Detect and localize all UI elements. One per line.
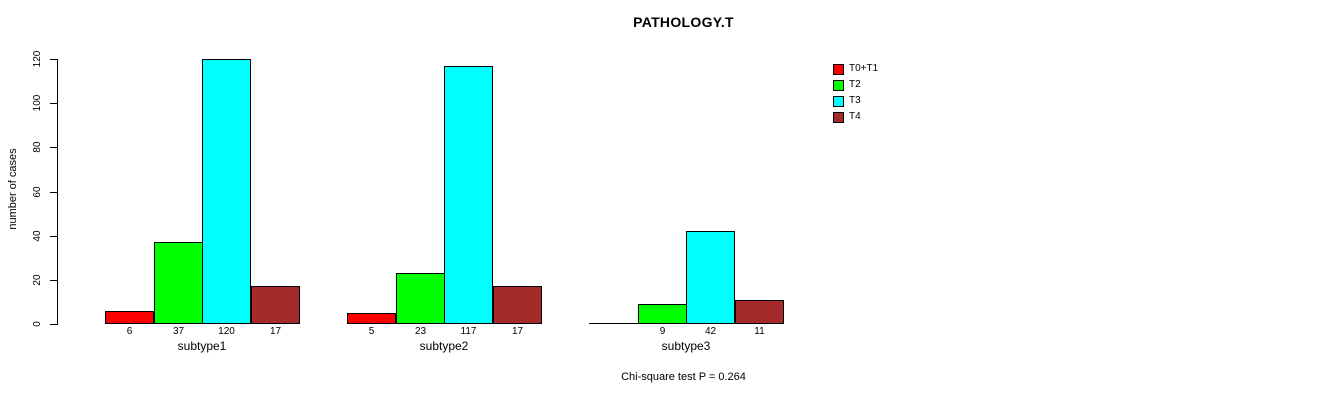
bar-value-label: 6: [126, 326, 133, 337]
bar-value-label: 11: [754, 326, 765, 337]
bar-value-label: 17: [269, 326, 282, 337]
bar-value-label: 37: [172, 326, 185, 337]
bar-value-label: 23: [414, 326, 427, 337]
bar: [444, 66, 493, 324]
bar: [396, 273, 445, 324]
bar: [347, 313, 396, 324]
y-axis-label: number of cases: [7, 148, 19, 230]
bar-value-label: 17: [511, 326, 524, 337]
bar: [202, 59, 251, 324]
bar: [105, 311, 154, 324]
legend-item: T2: [833, 77, 878, 93]
legend-swatch: [833, 79, 844, 91]
legend-label: T0+T1: [849, 63, 879, 74]
bar-value-label: 42: [704, 326, 717, 337]
legend-swatch: [833, 63, 844, 75]
bar: [154, 242, 203, 324]
y-axis-tick-label: 60: [32, 186, 43, 198]
bar-value-label: 120: [218, 326, 235, 337]
y-axis-tick: [50, 59, 57, 60]
y-axis-tick: [50, 192, 57, 193]
bar: [638, 304, 687, 324]
bar: [735, 300, 784, 324]
y-axis-tick: [50, 280, 57, 281]
y-axis-tick-label: 80: [32, 141, 43, 153]
y-axis-tick: [50, 236, 57, 237]
legend-swatch: [833, 95, 844, 107]
y-axis-line: [57, 59, 58, 325]
bar-value-label: 5: [368, 326, 375, 337]
y-axis-tick-label: 100: [32, 94, 43, 112]
legend-item: T4: [833, 109, 878, 125]
y-axis-tick: [50, 103, 57, 104]
bar: [493, 286, 542, 324]
annotation-chi-square: Chi-square test P = 0.264: [621, 371, 746, 383]
bar-value-label: 117: [460, 326, 477, 337]
category-label: subtype3: [661, 339, 711, 353]
bar: [251, 286, 300, 324]
y-axis-tick: [50, 147, 57, 148]
y-axis-tick: [50, 324, 57, 325]
legend: T0+T1 T2 T3 T4: [833, 61, 878, 125]
category-label: subtype1: [177, 339, 227, 353]
chart-title: PATHOLOGY.T: [633, 14, 734, 30]
bar-value-label: 9: [659, 326, 666, 337]
y-axis-tick-label: 40: [32, 230, 43, 242]
bar: [686, 231, 735, 324]
legend-item: T0+T1: [833, 61, 878, 77]
category-label: subtype2: [419, 339, 469, 353]
legend-label: T3: [849, 95, 861, 106]
y-axis-tick-label: 120: [32, 50, 43, 68]
bar-zero-height: [589, 323, 638, 324]
y-axis-label-wrap: number of cases: [5, 129, 21, 249]
y-axis-tick-label: 20: [32, 274, 43, 286]
legend-item: T3: [833, 93, 878, 109]
y-axis-tick-label: 0: [32, 321, 43, 327]
legend-swatch: [833, 111, 844, 123]
legend-label: T2: [849, 79, 861, 90]
legend-label: T4: [849, 111, 861, 122]
